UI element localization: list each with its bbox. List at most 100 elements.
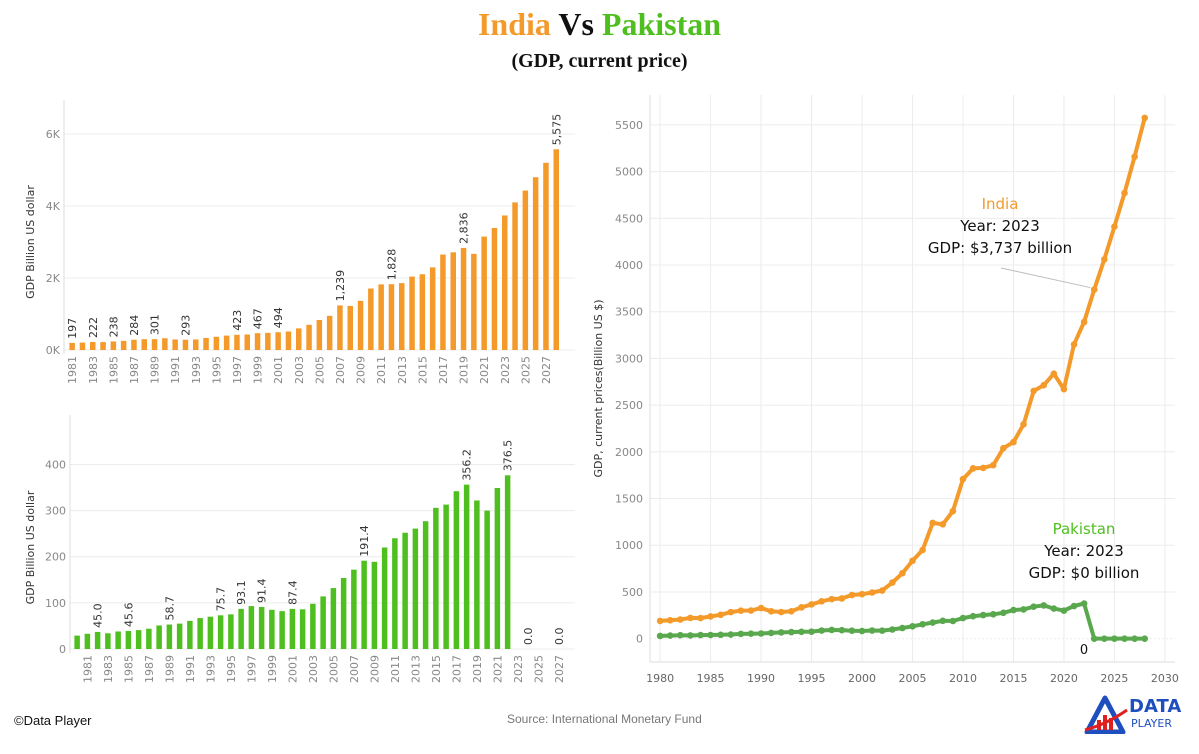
y-tick-label: 1000 [615, 539, 643, 552]
y-tick-label: 2K [46, 272, 61, 285]
data-point [777, 629, 785, 636]
data-point [959, 614, 967, 622]
x-tick-label: 1981 [66, 356, 79, 384]
bar [310, 603, 316, 649]
data-point [929, 519, 936, 527]
data-point [1060, 385, 1068, 393]
data-point [889, 626, 896, 633]
y-tick-label: 0K [46, 344, 61, 357]
data-point [868, 589, 876, 596]
annotation-connector [1000, 267, 1091, 289]
x-tick-label: 2019 [471, 655, 484, 683]
y-tick-label: 4000 [615, 259, 643, 272]
bar [234, 334, 240, 350]
bar [162, 338, 168, 350]
x-tick-label: 2021 [478, 356, 491, 384]
bar [337, 305, 343, 350]
data-point [788, 607, 795, 615]
bar [463, 484, 470, 649]
data-point [838, 595, 846, 602]
x-tick-label: 2015 [999, 672, 1027, 685]
bar [491, 227, 498, 350]
data-point [1000, 444, 1007, 452]
x-tick-label: 2011 [375, 356, 388, 384]
bar [399, 283, 405, 350]
data-point [808, 601, 815, 608]
pakistan-annotation-year-value: : 2023 [1075, 542, 1124, 560]
data-point [1030, 387, 1037, 395]
bar [105, 633, 111, 649]
bar [125, 631, 132, 649]
data-point [828, 595, 836, 603]
data-point [798, 628, 805, 636]
data-point [1121, 189, 1128, 197]
x-tick-label: 2000 [848, 672, 876, 685]
bar [553, 149, 559, 350]
x-tick-label: 2009 [355, 356, 368, 384]
data-point [949, 617, 957, 625]
data-label: 1,239 [334, 270, 347, 302]
x-tick-label: 2027 [553, 655, 566, 683]
data-point [979, 464, 987, 472]
data-point [979, 611, 987, 619]
bar [156, 625, 162, 649]
y-tick-label: 2500 [615, 399, 643, 412]
y-tick-label: 200 [45, 551, 66, 564]
bar [494, 487, 501, 649]
data-point [1030, 603, 1037, 611]
x-tick-label: 2015 [416, 356, 429, 384]
data-point [1040, 381, 1048, 389]
bar [269, 609, 275, 649]
bar [141, 339, 147, 350]
data-point [1131, 635, 1138, 642]
x-tick-label: 2009 [368, 655, 381, 683]
bar [90, 342, 96, 350]
data-point [798, 604, 805, 611]
bar [474, 500, 480, 649]
data-point [878, 627, 886, 634]
x-tick-label: 2003 [293, 356, 306, 384]
x-tick-label: 2025 [519, 356, 532, 384]
data-point [656, 617, 664, 625]
india-annotation-gdp: GDP: $3,737 billion [927, 239, 1073, 257]
data-point [969, 465, 977, 472]
pakistan-annotation: Pakistan Year: 2023 GDP: $0 billion [1012, 518, 1156, 584]
x-tick-label: 2020 [1050, 672, 1078, 685]
bar [306, 324, 312, 350]
data-point [666, 632, 674, 639]
x-tick-label: 1997 [245, 655, 258, 683]
data-point [656, 632, 664, 640]
x-tick-label: 1985 [107, 356, 120, 384]
data-point [1000, 609, 1007, 617]
x-tick-label: 2023 [499, 356, 512, 384]
data-point [1010, 606, 1017, 614]
data-point [717, 611, 724, 619]
bar [371, 561, 378, 649]
y-tick-label: 0 [59, 643, 66, 656]
bar [368, 288, 374, 350]
bar [330, 588, 337, 649]
data-label: 75.7 [215, 587, 228, 612]
bar [347, 305, 353, 350]
bar [248, 606, 255, 649]
data-point [1010, 438, 1017, 446]
x-tick-label: 2007 [334, 356, 347, 384]
data-point [767, 607, 775, 615]
data-point [737, 607, 745, 614]
data-point [1101, 635, 1108, 642]
data-player-logo: DATA PLAYER [1084, 695, 1181, 734]
x-tick-label: 2030 [1151, 672, 1179, 685]
bar [522, 190, 529, 350]
bar [223, 335, 230, 350]
bar [326, 315, 333, 350]
data-point [1111, 223, 1118, 231]
bar [193, 339, 199, 350]
x-tick-label: 2017 [437, 356, 450, 384]
bar [187, 620, 193, 649]
chart-title: India Vs Pakistan [0, 6, 1199, 43]
bar [238, 608, 244, 649]
data-point [676, 616, 684, 623]
y-tick-label: 1500 [615, 493, 643, 506]
bar [275, 332, 281, 350]
y-tick-label: 4K [46, 200, 61, 213]
